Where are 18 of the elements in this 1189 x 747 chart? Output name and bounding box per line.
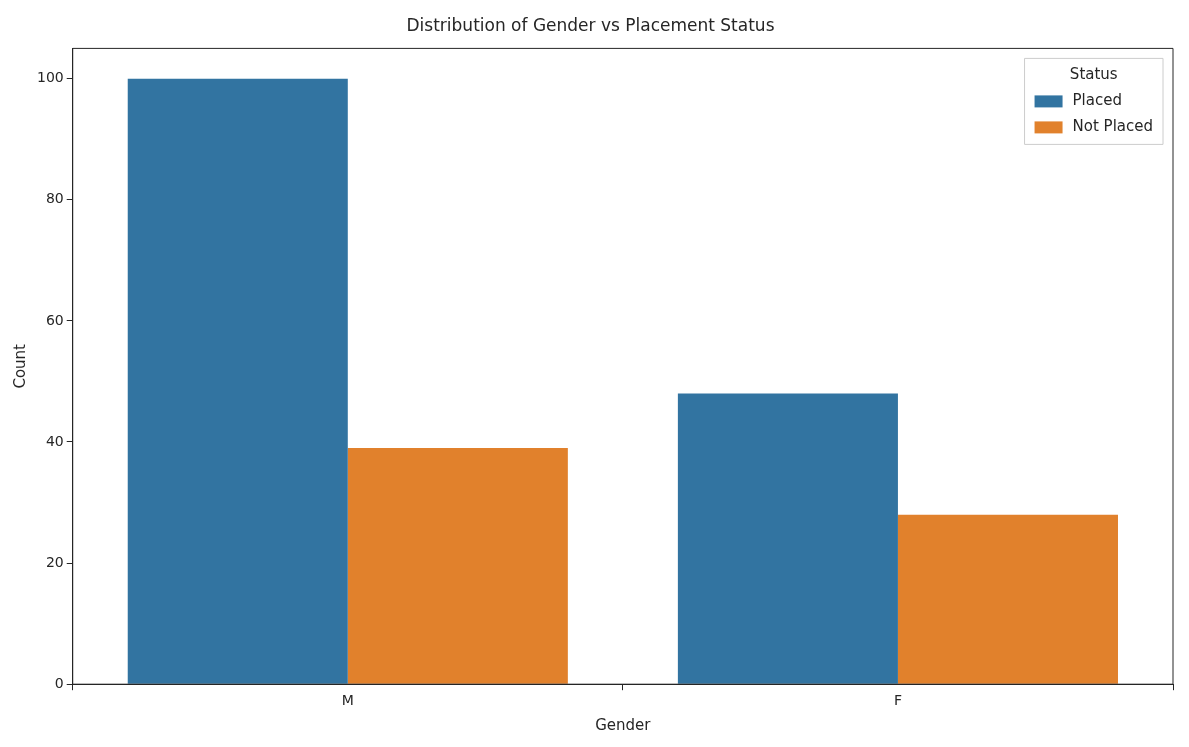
- chart-title: Distribution of Gender vs Placement Status: [406, 14, 775, 35]
- x-tick-label: F: [893, 692, 902, 709]
- x-tick-label: M: [341, 692, 354, 709]
- legend-label: Placed: [1072, 91, 1122, 110]
- y-axis-title: Count: [10, 343, 29, 389]
- legend-label: Not Placed: [1072, 117, 1153, 136]
- bar: [127, 78, 348, 684]
- y-tick-label: 20: [45, 553, 64, 570]
- bar: [347, 448, 568, 684]
- bar: [897, 514, 1118, 684]
- y-tick-label: 60: [45, 311, 64, 328]
- legend-title: Status: [1069, 65, 1118, 84]
- x-axis-title: Gender: [595, 715, 652, 734]
- y-tick-label: 0: [54, 674, 64, 691]
- y-tick-label: 80: [45, 190, 64, 207]
- y-tick-label: 40: [45, 432, 64, 449]
- bar: [677, 393, 898, 684]
- y-tick-label: 100: [36, 69, 64, 86]
